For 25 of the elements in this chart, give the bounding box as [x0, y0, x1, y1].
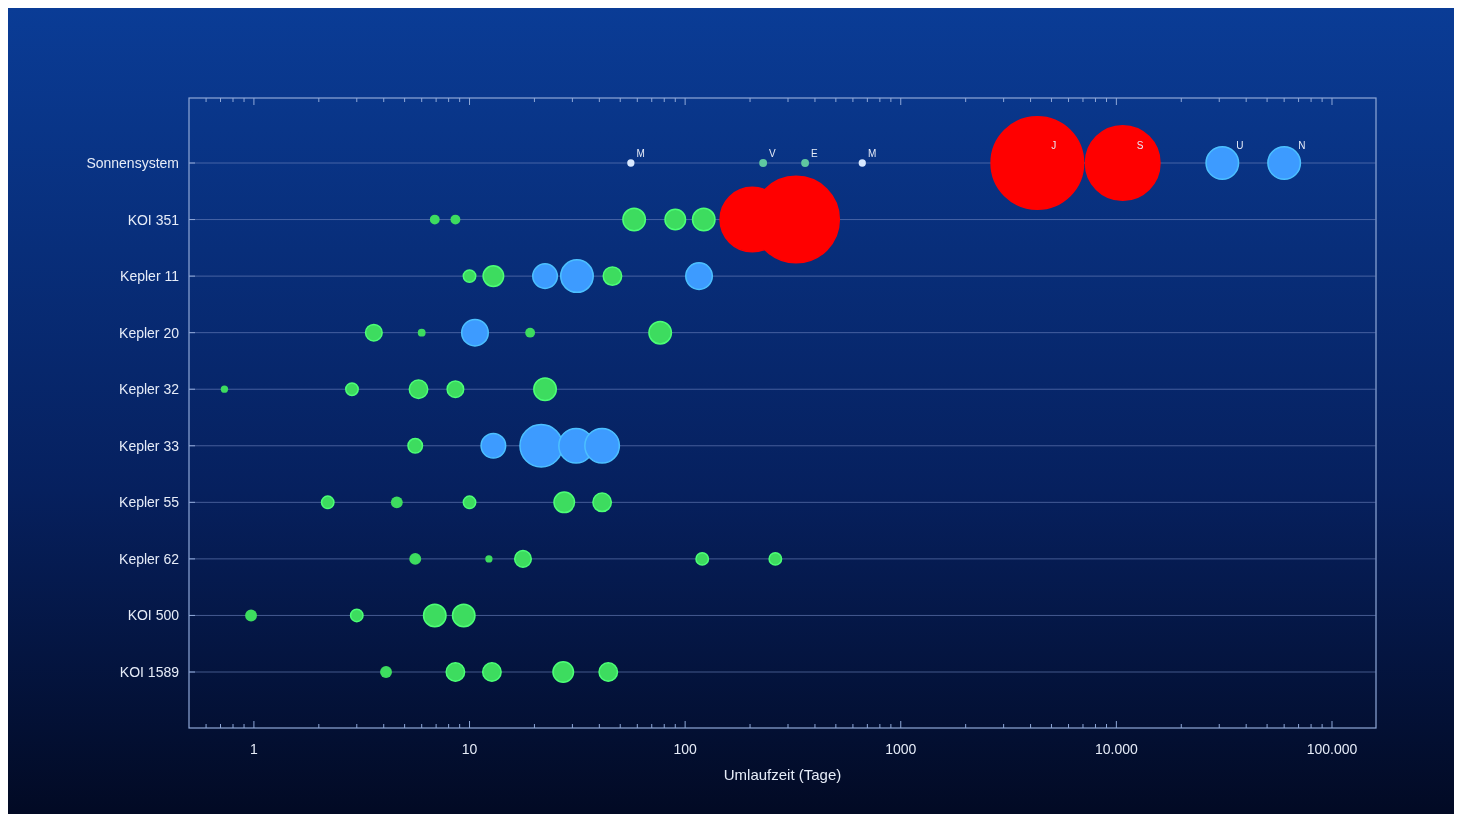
y-tick-label: Sonnensystem [86, 155, 179, 171]
x-tick-label: 100.000 [1306, 741, 1358, 757]
x-tick-label: 1000 [885, 741, 917, 757]
y-tick-label: Kepler 32 [119, 381, 180, 398]
annotation: E [811, 148, 819, 160]
annotation: M [868, 148, 877, 160]
annotation: V [769, 148, 777, 160]
x-tick-label: 100 [673, 741, 698, 757]
annotation: M [636, 148, 645, 160]
y-tick-label: KOI 1589 [119, 664, 180, 680]
annotation: N [1298, 140, 1306, 151]
x-axis-title: Umlaufzeit (Tage) [723, 766, 842, 783]
annotation: S [1136, 140, 1144, 151]
y-tick-label: Kepler 55 [119, 494, 180, 511]
x-tick-label: 1 [250, 741, 259, 757]
y-tick-label: Kepler 33 [119, 437, 180, 454]
y-tick-label: Kepler 11 [120, 268, 180, 285]
y-tick-label: KOI 351 [127, 211, 180, 228]
y-tick-label: Kepler 20 [119, 324, 180, 341]
annotation: U [1236, 140, 1244, 151]
x-tick-label: 10.000 [1094, 741, 1138, 757]
x-tick-label: 10 [461, 741, 478, 757]
y-tick-label: KOI 500 [127, 607, 180, 624]
y-tick-label: Kepler 62 [119, 550, 180, 567]
annotation: J [1051, 140, 1057, 151]
